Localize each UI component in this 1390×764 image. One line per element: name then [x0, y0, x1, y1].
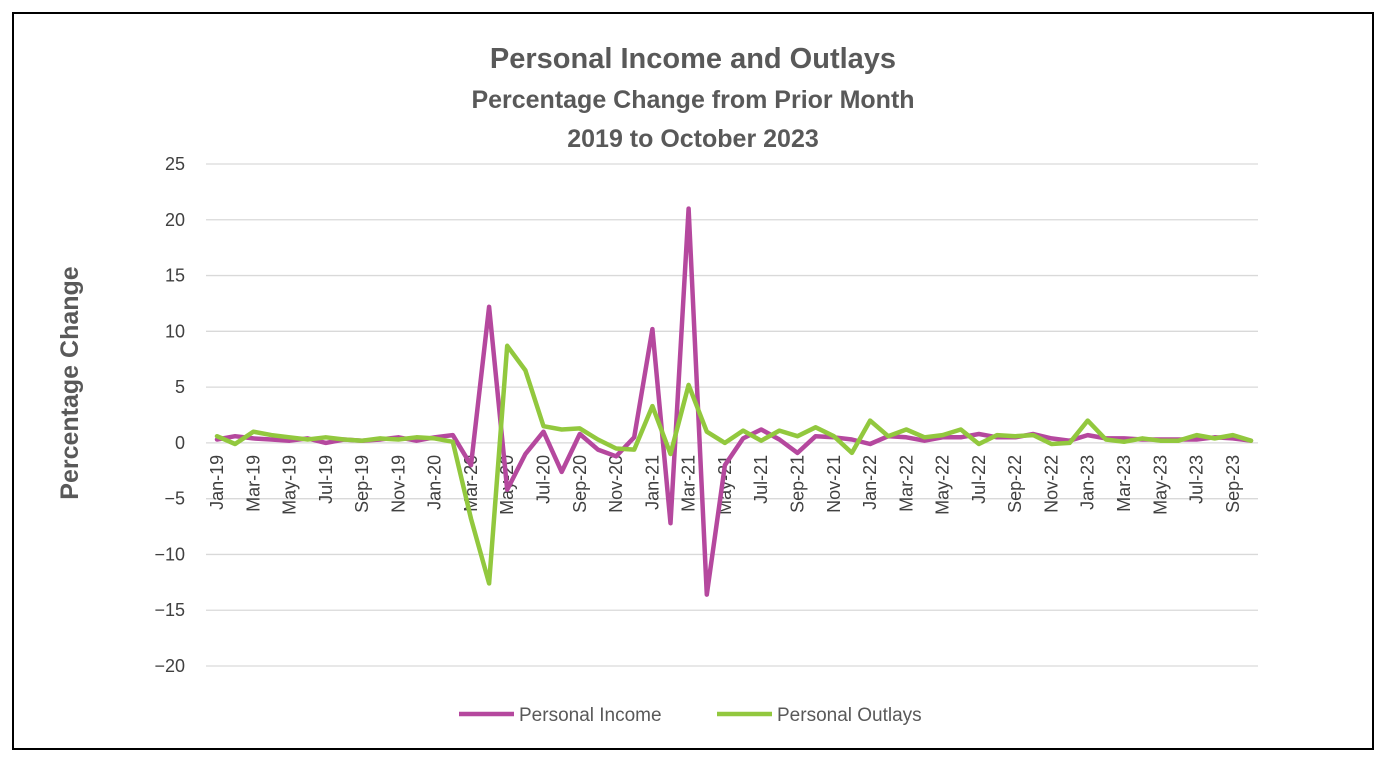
- x-tick-label: Mar-22: [896, 455, 916, 512]
- personal-outlays-legend-label: Personal Outlays: [777, 705, 922, 726]
- legend: Personal Income Personal Outlays: [459, 705, 922, 726]
- y-tick-label: 25: [165, 154, 185, 174]
- x-tick-label: May-19: [280, 455, 300, 515]
- x-tick-label: Sep-21: [787, 455, 807, 513]
- x-tick-label: May-23: [1150, 455, 1170, 515]
- x-tick-label: Mar-21: [679, 455, 699, 512]
- x-tick-label: Jul-23: [1187, 455, 1207, 504]
- x-tick-label: Nov-21: [824, 455, 844, 513]
- y-tick-label: 15: [165, 266, 185, 286]
- x-tick-label: Sep-23: [1223, 455, 1243, 513]
- x-tick-label: Mar-23: [1114, 455, 1134, 512]
- y-tick-label: −15: [154, 600, 185, 620]
- y-tick-label: −10: [154, 544, 185, 564]
- x-tick-label: Jul-19: [316, 455, 336, 504]
- chart-subtitle-line-2: 2019 to October 2023: [567, 125, 819, 153]
- x-tick-label: Nov-19: [388, 455, 408, 513]
- line-chart: Personal Income and Outlays Percentage C…: [56, 43, 1258, 726]
- x-tick-label: Jan-20: [425, 455, 445, 510]
- x-tick-label: Nov-22: [1041, 455, 1061, 513]
- x-tick-label: Nov-20: [606, 455, 626, 513]
- x-tick-label: Jan-23: [1078, 455, 1098, 510]
- chart-subtitle-line-1: Percentage Change from Prior Month: [471, 86, 914, 114]
- y-tick-label: −20: [154, 656, 185, 676]
- chart-title: Personal Income and Outlays: [490, 43, 896, 75]
- x-tick-label: Jan-19: [207, 455, 227, 510]
- x-tick-label: May-22: [933, 455, 953, 515]
- x-tick-label: Sep-22: [1005, 455, 1025, 513]
- y-tick-label: 0: [175, 433, 185, 453]
- y-tick-label: 5: [175, 377, 185, 397]
- x-tick-label: Sep-19: [352, 455, 372, 513]
- y-tick-label: 10: [165, 321, 185, 341]
- y-axis-ticks: 25 20 15 10 5 0 −5 −10 −15 −20: [154, 154, 185, 676]
- x-tick-label: Jan-22: [860, 455, 880, 510]
- personal-income-legend-label: Personal Income: [519, 705, 662, 726]
- x-tick-label: Mar-19: [243, 455, 263, 512]
- x-tick-label: Jul-20: [534, 455, 554, 504]
- y-tick-label: 20: [165, 210, 185, 230]
- personal-income-line: [214, 206, 1254, 597]
- x-tick-label: Jul-21: [751, 455, 771, 504]
- x-tick-label: Jan-21: [642, 455, 662, 510]
- x-tick-label: Jul-22: [969, 455, 989, 504]
- y-tick-label: −5: [164, 489, 185, 509]
- gridlines: [206, 163, 1258, 667]
- chart-frame: Personal Income and Outlays Percentage C…: [12, 12, 1374, 750]
- personal-outlays-line: [214, 343, 1254, 586]
- x-tick-label: Sep-20: [570, 455, 590, 513]
- y-axis-label: Percentage Change: [56, 266, 84, 500]
- series-lines: [214, 206, 1254, 597]
